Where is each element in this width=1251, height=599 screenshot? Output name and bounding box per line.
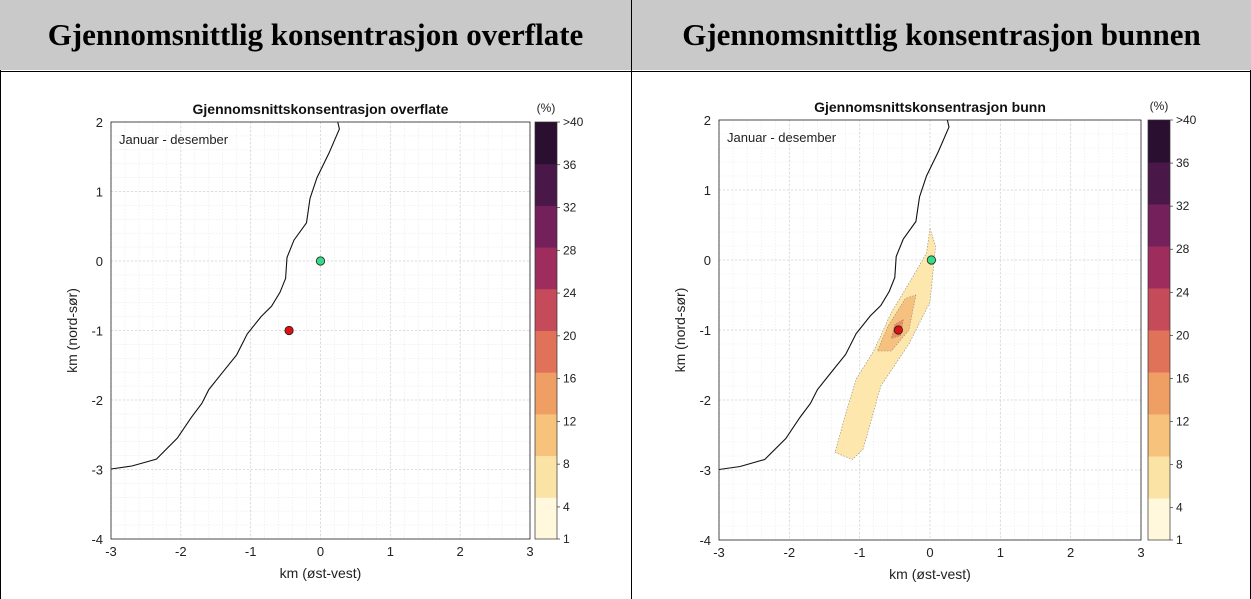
colorbar-frame xyxy=(534,121,558,540)
x-tick-label: 0 xyxy=(317,544,324,559)
y-tick-label: 1 xyxy=(704,183,711,198)
colorbar-tick-label: 4 xyxy=(1176,501,1183,515)
x-tick-label: 3 xyxy=(1137,545,1144,560)
colorbar-tick-label: 20 xyxy=(563,329,577,343)
marker-green xyxy=(926,255,937,265)
colorbar-tick-label: 12 xyxy=(563,414,577,428)
colorbar-frame xyxy=(1147,119,1171,541)
colorbar-tick-label: 1 xyxy=(1176,533,1183,547)
colorbar-tick-label: 28 xyxy=(1176,242,1190,256)
colorbar-tick-label: 16 xyxy=(1176,371,1190,385)
colorbar-segment xyxy=(535,247,557,290)
colorbar-tick-label: 24 xyxy=(1176,285,1190,299)
axes-box xyxy=(110,121,531,540)
header-right: Gjennomsnittlig konsentrasjon bunnen xyxy=(632,0,1251,70)
y-tick-label: -1 xyxy=(91,324,103,339)
colorbar-segment xyxy=(535,205,557,248)
chart-title: Gjennomsnittskonsentrasjon bunn xyxy=(814,99,1046,115)
colorbar-unit: (%) xyxy=(537,101,556,115)
x-axis-label: km (øst-vest) xyxy=(889,566,971,582)
colorbar-segment xyxy=(535,455,557,498)
x-tick-label: 3 xyxy=(526,544,533,559)
y-tick-label: -2 xyxy=(91,393,103,408)
period-annotation: Januar - desember xyxy=(119,132,229,147)
colorbar-tick-label: 16 xyxy=(563,372,577,386)
colorbar-tick-label: 36 xyxy=(563,158,577,172)
colorbar-segment xyxy=(1148,330,1170,373)
y-tick-label: 1 xyxy=(96,185,103,200)
colorbar-tick-label: 28 xyxy=(563,243,577,257)
colorbar-segment xyxy=(1148,372,1170,415)
y-tick-label: -3 xyxy=(699,463,711,478)
colorbar-tick-label: 12 xyxy=(1176,415,1190,429)
chart-bottom: -3 -2 -1 0 1 2 3210-1-2-3-4Gjennomsnittskonsen… xyxy=(672,99,1197,582)
colorbar-segment xyxy=(535,372,557,415)
period-annotation: Januar - desember xyxy=(727,130,837,145)
colorbar-segment xyxy=(1148,204,1170,247)
chart-title: Gjennomsnittskonsentrasjon overflate xyxy=(193,101,449,117)
colorbar-tick-label: 1 xyxy=(563,532,570,546)
colorbar-tick-label: >40 xyxy=(1176,113,1197,127)
marker-red xyxy=(284,325,294,336)
x-tick-label: -1 xyxy=(854,545,866,560)
colorbar-segment xyxy=(535,288,557,331)
marker-red xyxy=(893,325,903,335)
colorbar-tick-label: 32 xyxy=(563,201,577,215)
y-tick-label: 0 xyxy=(96,254,103,269)
y-tick-label: 2 xyxy=(96,115,103,130)
colorbar-segment xyxy=(1148,498,1170,541)
x-axis-label: km (øst-vest) xyxy=(280,565,362,581)
x-tick-label: -3 xyxy=(713,545,725,560)
x-tick-label: 1 xyxy=(387,544,394,559)
x-tick-label: -2 xyxy=(784,545,796,560)
y-tick-label: -3 xyxy=(91,463,103,478)
y-tick-label: 2 xyxy=(704,113,711,128)
x-tick-label: 0 xyxy=(926,545,933,560)
chart-surface: -3 -2 -1 0 1 2 3210-1-2-3-4Gjennomsnittskonsen… xyxy=(64,101,584,581)
y-tick-label: -2 xyxy=(699,393,711,408)
y-tick-label: 0 xyxy=(704,253,711,268)
colorbar-tick-label: 8 xyxy=(563,457,570,471)
colorbar-tick-label: >40 xyxy=(563,115,584,129)
coastline xyxy=(111,122,340,470)
colorbar-tick-label: 8 xyxy=(1176,458,1183,472)
colorbar-segment xyxy=(535,413,557,457)
coastline xyxy=(719,120,950,471)
axes-box xyxy=(718,119,1142,541)
y-tick-label: -4 xyxy=(91,532,103,547)
colorbar-segment xyxy=(535,330,557,373)
x-tick-label: -3 xyxy=(105,544,117,559)
colorbar-segment xyxy=(1148,162,1170,205)
colorbar-tick-label: 20 xyxy=(1176,328,1190,342)
contour-level-4 xyxy=(876,294,917,352)
y-axis-label: km (nord-sør) xyxy=(672,288,688,373)
colorbar-tick-label: 32 xyxy=(1176,199,1190,213)
y-axis-label: km (nord-sør) xyxy=(64,288,80,373)
colorbar-segment xyxy=(1148,288,1170,331)
colorbar-segment xyxy=(535,163,557,206)
x-tick-label: 1 xyxy=(997,545,1004,560)
colorbar-segment xyxy=(1148,246,1170,289)
y-tick-label: -1 xyxy=(699,323,711,338)
colorbar-tick-label: 36 xyxy=(1176,156,1190,170)
y-tick-label: -4 xyxy=(699,533,711,548)
plot-content xyxy=(111,122,340,470)
colorbar-unit: (%) xyxy=(1150,99,1169,113)
x-tick-label: 2 xyxy=(457,544,464,559)
header-left: Gjennomsnittlig konsentrasjon overflate xyxy=(0,0,631,70)
colorbar-segment xyxy=(535,122,557,165)
colorbar-segment xyxy=(1148,414,1170,457)
marker-green xyxy=(315,256,326,266)
plot-content xyxy=(719,120,950,471)
colorbar-tick-label: 4 xyxy=(563,500,570,514)
x-tick-label: -2 xyxy=(175,544,187,559)
colorbar-segment xyxy=(1148,120,1170,163)
x-tick-label: 2 xyxy=(1067,545,1074,560)
x-tick-label: -1 xyxy=(245,544,257,559)
colorbar-segment xyxy=(1148,456,1170,499)
colorbar-tick-label: 24 xyxy=(563,286,577,300)
colorbar-segment xyxy=(535,497,557,540)
